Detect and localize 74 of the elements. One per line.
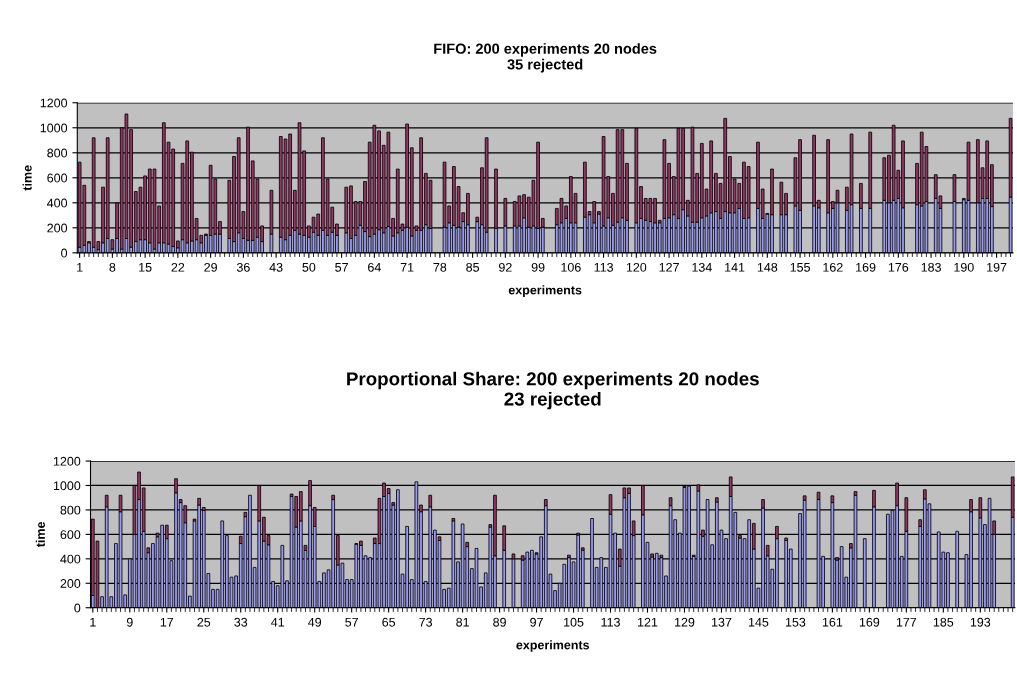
x-tick-label: 113 xyxy=(601,617,620,627)
x-tick-label: 127 xyxy=(659,262,679,272)
x-tick-label: 1 xyxy=(90,617,96,627)
x-tick-label: 15 xyxy=(139,263,152,272)
x-tick-label: 162 xyxy=(823,262,843,272)
x-tick-label: 169 xyxy=(856,262,876,272)
x-tick-label: 161 xyxy=(822,617,843,627)
x-tick-label: 120 xyxy=(626,262,647,272)
x-tick-label: 183 xyxy=(921,262,941,272)
y-tick-label: 400 xyxy=(47,198,68,208)
x-tick-label: 148 xyxy=(757,262,778,272)
y-tick-label: 200 xyxy=(47,223,68,233)
x-tick-label: 92 xyxy=(498,262,512,272)
x-tick-label: 193 xyxy=(970,617,991,627)
x-tick-label: 121 xyxy=(638,617,658,627)
x-tick-label: 141 xyxy=(725,263,745,272)
x-tick-label: 57 xyxy=(335,263,348,272)
x-tick-label: 71 xyxy=(400,263,414,272)
x-tick-label: 73 xyxy=(419,617,433,627)
y-tick-label: 1000 xyxy=(40,123,68,133)
y-tick-label: 800 xyxy=(60,505,81,515)
x-tick-label: 78 xyxy=(433,262,447,272)
x-tick-label: 97 xyxy=(530,617,543,627)
y-tick-label: 200 xyxy=(60,579,81,588)
x-tick-label: 134 xyxy=(692,262,712,272)
x-tick-label: 43 xyxy=(269,262,283,272)
x-tick-label: 185 xyxy=(933,617,954,627)
y-tick-label: 600 xyxy=(47,173,68,183)
x-tick-label: 89 xyxy=(493,617,506,627)
x-tick-label: 64 xyxy=(368,262,381,272)
x-tick-label: 8 xyxy=(109,262,116,272)
x-tick-label: 57 xyxy=(345,617,358,627)
x-tick-label: 81 xyxy=(456,617,469,627)
x-tick-label: 105 xyxy=(564,617,584,627)
x-tick-label: 106 xyxy=(561,262,581,272)
x-tick-label: 49 xyxy=(308,617,322,627)
x-axis-title: experiments xyxy=(508,285,582,297)
y-axis-title: time xyxy=(35,521,45,548)
x-tick-label: 65 xyxy=(382,617,396,627)
x-tick-label: 145 xyxy=(748,617,769,627)
x-tick-label: 50 xyxy=(302,262,316,272)
x-tick-label: 41 xyxy=(271,617,285,627)
y-tick-label: 1200 xyxy=(53,456,81,466)
y-tick-label: 1000 xyxy=(53,481,81,491)
x-tick-label: 155 xyxy=(790,263,810,272)
x-tick-label: 33 xyxy=(234,617,248,627)
x-tick-label: 22 xyxy=(171,262,185,272)
x-tick-label: 85 xyxy=(466,262,480,272)
x-tick-label: 153 xyxy=(785,617,806,627)
y-axis-title: time xyxy=(22,165,32,191)
x-tick-label: 17 xyxy=(160,617,174,627)
y-tick-label: 600 xyxy=(60,530,81,540)
x-tick-label: 197 xyxy=(987,262,1007,272)
x-tick-label: 25 xyxy=(197,617,211,627)
y-tick-label: 0 xyxy=(61,248,68,258)
x-tick-label: 1 xyxy=(77,263,83,272)
x-tick-label: 129 xyxy=(675,617,695,627)
x-tick-label: 176 xyxy=(888,262,909,272)
x-tick-label: 113 xyxy=(594,262,614,272)
chart-title: Proportional Share: 200 experiments 20 nodes 23 rejected xyxy=(347,371,759,410)
x-tick-label: 177 xyxy=(896,617,917,627)
x-tick-label: 169 xyxy=(859,617,880,627)
x-tick-label: 99 xyxy=(531,262,545,272)
chart-title: FIFO: 200 experiments 20 nodes 35 rejected xyxy=(434,43,657,73)
x-tick-label: 36 xyxy=(236,262,250,272)
x-tick-label: 9 xyxy=(126,617,133,627)
x-axis-title: experiments xyxy=(516,640,590,652)
x-tick-label: 137 xyxy=(711,617,732,627)
x-tick-label: 190 xyxy=(954,262,974,272)
y-tick-label: 800 xyxy=(47,148,68,158)
y-tick-label: 400 xyxy=(60,554,81,564)
x-tick-label: 29 xyxy=(204,262,217,272)
y-tick-label: 0 xyxy=(74,603,81,613)
y-tick-label: 1200 xyxy=(40,98,68,108)
